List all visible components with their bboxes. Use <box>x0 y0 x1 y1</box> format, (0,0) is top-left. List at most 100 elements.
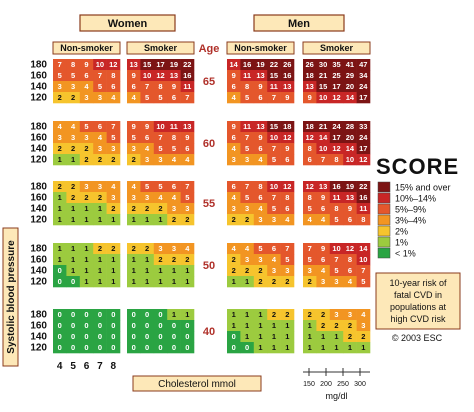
risk-value: 4 <box>132 93 137 102</box>
risk-cell <box>140 59 155 71</box>
risk-cell <box>280 309 295 321</box>
risk-value: 16 <box>243 60 251 69</box>
risk-cell <box>343 342 357 354</box>
risk-cell <box>240 254 255 266</box>
risk-cell <box>127 143 141 155</box>
risk-cell <box>227 59 241 71</box>
risk-cell <box>227 243 241 255</box>
risk-value: 9 <box>84 60 88 69</box>
risk-cell <box>329 342 344 354</box>
panel-header-men-non-smoker: Non-smoker <box>234 43 287 53</box>
risk-cell <box>329 203 344 215</box>
risk-value: 9 <box>348 204 352 213</box>
risk-value: 5 <box>71 71 75 80</box>
risk-value: 1 <box>361 343 365 352</box>
risk-cell <box>329 154 344 166</box>
risk-cell <box>79 92 94 104</box>
risk-value: 1 <box>98 277 102 286</box>
risk-value: 0 <box>185 343 189 352</box>
risk-value: 1 <box>145 266 149 275</box>
age-label-65: 65 <box>203 76 215 88</box>
risk-value: 0 <box>58 277 62 286</box>
risk-cell <box>106 192 121 204</box>
risk-value: 33 <box>359 122 367 131</box>
risk-cell <box>303 254 317 266</box>
risk-value: 12 <box>109 60 117 69</box>
risk-cell <box>253 121 268 133</box>
risk-cell <box>93 203 107 215</box>
risk-cell <box>93 121 107 133</box>
risk-cell <box>180 214 195 226</box>
risk-value: 1 <box>348 343 352 352</box>
risk-value: 0 <box>132 310 136 319</box>
note-line: high CVD risk <box>390 314 446 324</box>
risk-cell <box>343 154 357 166</box>
risk-value: 41 <box>346 60 354 69</box>
risk-value: 28 <box>346 122 354 131</box>
risk-value: 2 <box>71 182 75 191</box>
risk-value: 8 <box>245 82 249 91</box>
risk-value: 0 <box>98 332 102 341</box>
risk-cell <box>267 276 281 288</box>
risk-cell <box>140 342 155 354</box>
risk-value: 1 <box>308 321 312 330</box>
risk-cell <box>316 203 331 215</box>
risk-value: 8 <box>348 255 352 264</box>
risk-cell <box>356 265 371 277</box>
risk-cell <box>280 243 295 255</box>
risk-value: 0 <box>58 266 62 275</box>
risk-cell <box>343 309 357 321</box>
risk-value: 11 <box>333 193 341 202</box>
sbp-label-50-160: 160 <box>30 255 47 266</box>
mgdl-tick-label-250: 250 <box>337 381 349 388</box>
risk-value: 3 <box>132 193 136 202</box>
risk-cell <box>267 154 281 166</box>
risk-cell <box>316 92 331 104</box>
risk-value: 1 <box>272 321 276 330</box>
risk-cell <box>240 243 255 255</box>
mgdl-unit: mg/dl <box>325 391 347 401</box>
risk-value: 11 <box>170 122 178 131</box>
risk-value: 3 <box>98 144 102 153</box>
risk-value: 0 <box>145 310 149 319</box>
legend-label: 2% <box>395 227 408 237</box>
risk-value: 26 <box>306 60 314 69</box>
risk-cell <box>79 243 94 255</box>
risk-cell <box>329 243 344 255</box>
risk-cell <box>316 342 331 354</box>
copyright: © 2003 ESC <box>392 333 443 343</box>
risk-cell <box>140 154 155 166</box>
risk-value: 0 <box>71 332 75 341</box>
risk-value: 1 <box>285 343 289 352</box>
risk-value: 30 <box>319 60 327 69</box>
risk-value: 3 <box>158 155 162 164</box>
risk-cell <box>93 243 107 255</box>
risk-cell <box>316 143 331 155</box>
risk-cell <box>329 92 344 104</box>
risk-value: 4 <box>84 82 89 91</box>
risk-value: 0 <box>58 310 62 319</box>
risk-value: 18 <box>283 122 291 131</box>
risk-cell <box>66 154 81 166</box>
risk-cell <box>106 70 121 82</box>
risk-cell <box>79 121 94 133</box>
risk-cell <box>167 81 181 93</box>
risk-value: 9 <box>321 244 325 253</box>
risk-cell <box>79 192 94 204</box>
risk-cell <box>253 59 268 71</box>
risk-cell <box>93 143 107 155</box>
risk-value: 4 <box>258 155 263 164</box>
risk-cell <box>140 81 155 93</box>
risk-value: 8 <box>158 82 162 91</box>
risk-value: 1 <box>308 332 312 341</box>
risk-cell <box>127 59 141 71</box>
risk-value: 2 <box>58 93 62 102</box>
risk-cell <box>343 320 357 332</box>
risk-cell <box>167 203 181 215</box>
risk-cell <box>66 192 81 204</box>
risk-cell <box>180 265 195 277</box>
risk-cell <box>180 309 195 321</box>
risk-value: 1 <box>84 266 88 275</box>
risk-cell <box>267 121 281 133</box>
risk-cell <box>240 181 255 193</box>
